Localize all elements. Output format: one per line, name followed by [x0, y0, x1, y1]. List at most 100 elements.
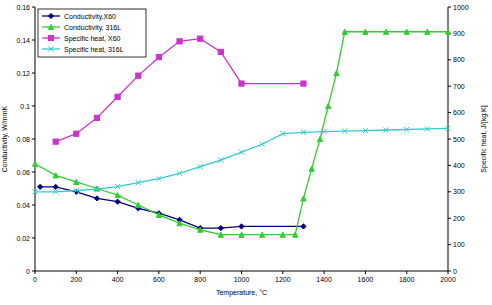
data-point — [322, 129, 327, 134]
data-point — [425, 29, 430, 34]
y-tick-label: 0.12 — [16, 70, 30, 77]
y2-tick-label: 700 — [453, 83, 465, 90]
x-tick — [282, 271, 283, 274]
data-point — [53, 184, 58, 189]
x-tick — [324, 271, 325, 274]
x-tick-label: 1600 — [358, 276, 374, 283]
legend-marker — [48, 13, 53, 18]
x-tick-label: 600 — [153, 276, 165, 283]
data-point — [38, 184, 43, 189]
legend-label: Specific heat, 316L — [64, 46, 124, 54]
data-point — [309, 166, 314, 171]
data-point — [53, 189, 58, 194]
data-point — [425, 126, 430, 131]
y2-tick — [448, 191, 451, 192]
x-tick-label: 2000 — [440, 276, 456, 283]
y-tick — [32, 106, 35, 107]
data-point — [445, 29, 450, 34]
legend-label: Specific heat, X60 — [64, 35, 121, 43]
data-point — [136, 180, 141, 185]
y2-tick-label: 400 — [453, 162, 465, 169]
data-point — [53, 139, 58, 144]
data-point — [94, 115, 99, 120]
data-point — [177, 39, 182, 44]
data-point — [334, 70, 339, 75]
data-point — [239, 232, 244, 237]
legend-marker — [48, 46, 53, 51]
data-point — [136, 202, 141, 207]
data-point — [177, 171, 182, 176]
plot-area — [32, 29, 450, 237]
y-tick-label: 0 — [26, 268, 30, 275]
data-point — [156, 212, 161, 217]
data-point — [239, 81, 244, 86]
y-tick — [32, 172, 35, 173]
y2-tick-label: 1000 — [453, 4, 469, 11]
y-tick-label: 0.1 — [20, 103, 30, 110]
data-point — [239, 224, 244, 229]
legend-box — [38, 9, 146, 57]
x-tick-label: 1400 — [316, 276, 332, 283]
data-point — [383, 127, 388, 132]
y-tick — [32, 73, 35, 74]
data-point — [32, 161, 37, 166]
x-tick-label: 1200 — [275, 276, 291, 283]
x-tick — [200, 271, 201, 274]
data-point — [156, 176, 161, 181]
data-point — [326, 103, 331, 108]
data-point — [445, 126, 450, 131]
x-tick — [241, 271, 242, 274]
data-point — [74, 188, 79, 193]
data-point — [342, 128, 347, 133]
data-point — [198, 36, 203, 41]
y-tick-label: 0.14 — [16, 37, 30, 44]
x-tick-label: 400 — [112, 276, 124, 283]
data-point — [115, 184, 120, 189]
data-point — [342, 29, 347, 34]
data-point — [115, 94, 120, 99]
data-point — [74, 179, 79, 184]
y2-tick — [448, 244, 451, 245]
x-tick — [365, 271, 366, 274]
chart: 020040060080010001200140016001800200000.… — [0, 0, 492, 305]
data-point — [115, 193, 120, 198]
data-point — [198, 227, 203, 232]
x-tick-label: 0 — [33, 276, 37, 283]
data-point — [404, 29, 409, 34]
data-point — [317, 136, 322, 141]
data-point — [53, 173, 58, 178]
data-point — [363, 128, 368, 133]
y-tick-label: 0.16 — [16, 4, 30, 11]
data-point — [301, 130, 306, 135]
y-tick-label: 0.06 — [16, 169, 30, 176]
y-tick-label: 0.08 — [16, 136, 30, 143]
data-point — [156, 55, 161, 60]
y2-tick-label: 900 — [453, 30, 465, 37]
data-point — [363, 29, 368, 34]
y-tick — [32, 7, 35, 8]
x-tick-label: 1800 — [399, 276, 415, 283]
y2-tick — [448, 218, 451, 219]
data-point — [260, 142, 265, 147]
x-tick-label: 1000 — [234, 276, 250, 283]
y2-tick — [448, 7, 451, 8]
x-tick — [76, 271, 77, 274]
data-point — [280, 131, 285, 136]
x-tick — [158, 271, 159, 274]
y2-tick-label: 0 — [453, 268, 457, 275]
data-point — [136, 73, 141, 78]
series-line — [35, 32, 448, 235]
y-tick — [32, 40, 35, 41]
legend-marker — [48, 35, 53, 40]
y-axis-title: Conductivity, W/mmK — [1, 105, 9, 172]
data-point — [177, 221, 182, 226]
data-point — [94, 196, 99, 201]
legend-label: Conductivity, 316L — [64, 24, 121, 32]
data-point — [218, 158, 223, 163]
y2-tick — [448, 112, 451, 113]
data-point — [32, 189, 37, 194]
data-point — [218, 49, 223, 54]
data-point — [383, 29, 388, 34]
x-axis-title: Temperature, °C — [216, 289, 267, 297]
data-point — [301, 196, 306, 201]
